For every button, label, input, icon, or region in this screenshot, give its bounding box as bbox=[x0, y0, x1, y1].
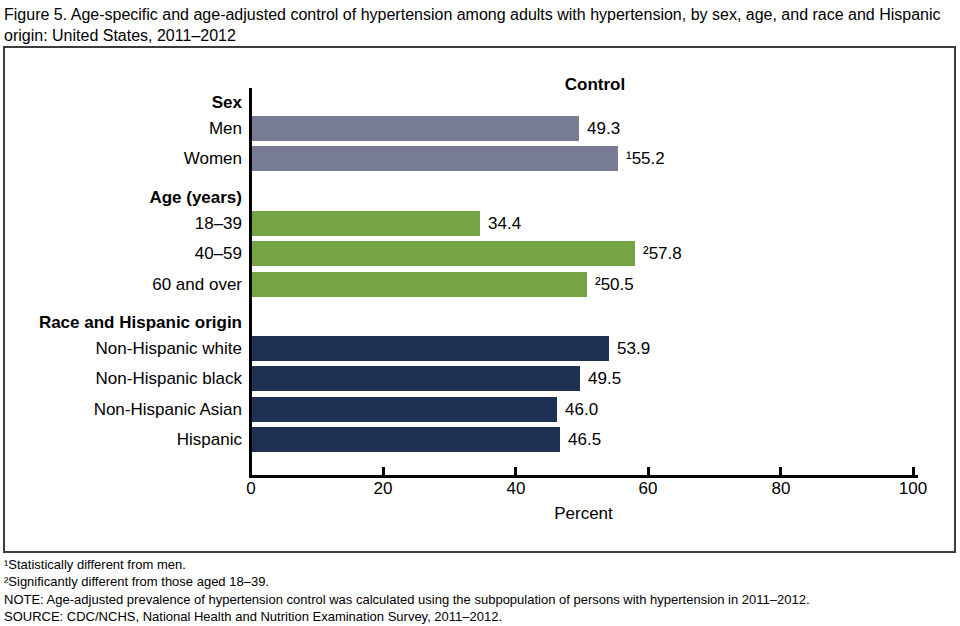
bar bbox=[252, 211, 480, 236]
bar-value: 53.9 bbox=[617, 336, 650, 361]
figure-title: Figure 5. Age-specific and age-adjusted … bbox=[4, 4, 952, 46]
bar-label: Non-Hispanic Asian bbox=[5, 397, 242, 422]
bar-value: ²50.5 bbox=[595, 272, 634, 297]
bar-label: Women bbox=[5, 146, 242, 171]
category-header: Age (years) bbox=[5, 186, 242, 209]
figure-page: Figure 5. Age-specific and age-adjusted … bbox=[0, 0, 960, 626]
tick-label: 0 bbox=[221, 479, 281, 499]
bar-label: Men bbox=[5, 116, 242, 141]
bar-label: 40–59 bbox=[5, 241, 242, 266]
bar bbox=[252, 366, 580, 391]
bar bbox=[252, 336, 609, 361]
axis-tick bbox=[647, 467, 650, 475]
footnote-line: ²Significantly different from those aged… bbox=[4, 573, 810, 590]
bar bbox=[252, 427, 560, 452]
bar-value: ²57.8 bbox=[643, 241, 682, 266]
category-header: Sex bbox=[5, 91, 242, 114]
bar-value: 46.5 bbox=[568, 427, 601, 452]
footnote-line: NOTE: Age-adjusted prevalence of hyperte… bbox=[4, 591, 810, 608]
bar-label: 60 and over bbox=[5, 272, 242, 297]
bar-label: Non-Hispanic black bbox=[5, 366, 242, 391]
bar-value: 49.5 bbox=[588, 366, 621, 391]
x-axis-label: Percent bbox=[249, 504, 918, 524]
bar bbox=[252, 397, 557, 422]
footnote-line: ¹Statistically different from men. bbox=[4, 556, 810, 573]
bar-label: Hispanic bbox=[5, 427, 242, 452]
tick-label: 60 bbox=[618, 479, 678, 499]
tick-label: 80 bbox=[751, 479, 811, 499]
bar-value: ¹55.2 bbox=[626, 146, 665, 171]
category-header: Race and Hispanic origin bbox=[5, 311, 242, 334]
bar bbox=[252, 241, 635, 266]
x-axis-line bbox=[249, 475, 918, 478]
tick-label: 100 bbox=[883, 479, 943, 499]
axis-tick bbox=[912, 467, 915, 475]
tick-label: 20 bbox=[353, 479, 413, 499]
footnote-line: SOURCE: CDC/NCHS, National Health and Nu… bbox=[4, 608, 810, 625]
axis-tick bbox=[249, 467, 252, 475]
bar-label: Non-Hispanic white bbox=[5, 336, 242, 361]
plot-area: 0 20 40 60 80 100 Percent SexMen 49.3 Women ¹55.2 A… bbox=[5, 48, 954, 551]
bar bbox=[252, 272, 587, 297]
chart-box: Control 020406080100PercentSexMen49.3Wom… bbox=[3, 46, 956, 553]
footnotes: ¹Statistically different from men.²Signi… bbox=[4, 556, 810, 626]
bar-value: 34.4 bbox=[488, 211, 521, 236]
bar-label: 18–39 bbox=[5, 211, 242, 236]
bar bbox=[252, 116, 579, 141]
bar-value: 46.0 bbox=[565, 397, 598, 422]
bar bbox=[252, 146, 618, 171]
tick-label: 40 bbox=[486, 479, 546, 499]
axis-tick bbox=[779, 467, 782, 475]
axis-tick bbox=[382, 467, 385, 475]
bar-value: 49.3 bbox=[587, 116, 620, 141]
axis-tick bbox=[514, 467, 517, 475]
